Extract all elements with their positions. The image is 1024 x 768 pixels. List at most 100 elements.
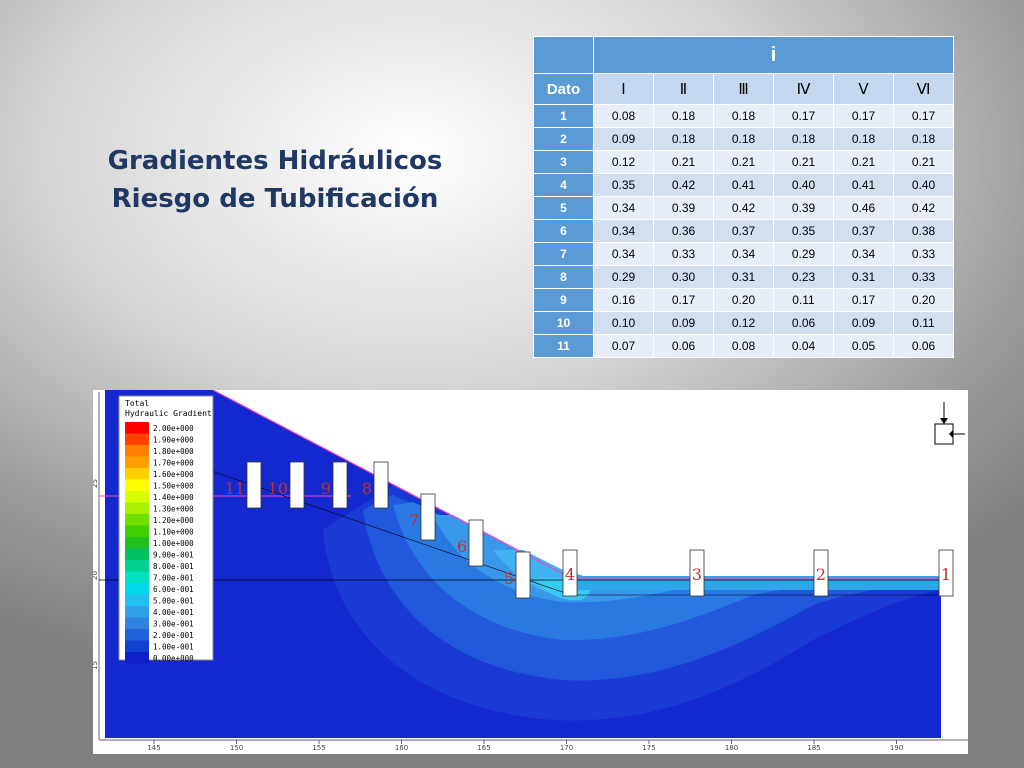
section-marker <box>562 549 578 597</box>
x-tick-label: 185 <box>807 744 820 752</box>
table-cell: 0.46 <box>833 196 894 220</box>
legend-swatch <box>125 525 149 537</box>
section-marker <box>813 549 829 597</box>
section-marker-label: 9 <box>321 479 331 498</box>
table-cell: 0.06 <box>893 334 954 358</box>
table-cell: 0.33 <box>893 242 954 266</box>
table-cell: 0.34 <box>593 242 654 266</box>
table-corner-cell <box>533 36 594 74</box>
table-cell: 0.34 <box>713 242 774 266</box>
table-cell: 0.42 <box>893 196 954 220</box>
legend-title-2: Hydraulic Gradient <box>125 409 212 418</box>
table-row-id: 6 <box>533 219 594 243</box>
table-cell: 0.05 <box>833 334 894 358</box>
table-cell: 0.06 <box>773 311 834 335</box>
table-cell: 0.08 <box>593 104 654 128</box>
table-cell: 0.18 <box>893 127 954 151</box>
table-cell: 0.17 <box>653 288 714 312</box>
legend-swatch <box>125 433 149 445</box>
section-marker-label: 6 <box>457 537 467 556</box>
legend-label: 1.70e+000 <box>153 459 194 468</box>
table-row: 11 0.07 0.06 0.08 0.04 0.05 0.06 <box>533 334 954 358</box>
legend-swatch <box>125 456 149 468</box>
table-cell: 0.16 <box>593 288 654 312</box>
x-tick-label: 180 <box>725 744 738 752</box>
table-group-header-row: i <box>533 36 954 74</box>
table-cell: 0.12 <box>713 311 774 335</box>
title-line-2: Riesgo de Tubificación <box>111 184 439 214</box>
legend-label: 5.00e-001 <box>153 597 194 606</box>
table-row-id: 3 <box>533 150 594 174</box>
legend-label: 2.00e-001 <box>153 631 194 640</box>
x-tick-label: 145 <box>147 744 160 752</box>
table-cell: 0.10 <box>593 311 654 335</box>
table-cell: 0.41 <box>833 173 894 197</box>
y-tick-label: 15 <box>93 661 99 670</box>
table-cell: 0.18 <box>653 127 714 151</box>
legend-label: 1.00e+000 <box>153 539 194 548</box>
table-cell: 0.17 <box>833 104 894 128</box>
section-marker-label: 11 <box>225 479 245 498</box>
x-tick-label: 150 <box>230 744 243 752</box>
table-cell: 0.34 <box>593 196 654 220</box>
section-marker <box>938 549 954 597</box>
table-cell: 0.40 <box>893 173 954 197</box>
table-cell: 0.35 <box>593 173 654 197</box>
legend-swatch <box>125 571 149 583</box>
table-column-header-row: Dato Ⅰ Ⅱ Ⅲ Ⅳ Ⅴ Ⅵ <box>533 73 954 105</box>
x-tick-label: 155 <box>312 744 325 752</box>
section-marker-label: 4 <box>565 565 575 584</box>
legend-label: 1.80e+000 <box>153 447 194 456</box>
table-dato-header: Dato <box>533 73 594 105</box>
table-body: 1 0.08 0.18 0.18 0.17 0.17 0.17 2 0.09 0.18 0.18 0.… <box>533 104 954 358</box>
table-cell: 0.17 <box>833 288 894 312</box>
table-col-header: Ⅳ <box>773 73 834 105</box>
plot-svg: 145 150 155 160 165 170 175 180 185 190 1 9 5 25 20 15… <box>91 389 986 754</box>
table-cell: 0.21 <box>893 150 954 174</box>
legend-swatch <box>125 560 149 572</box>
legend-swatch <box>125 548 149 560</box>
table-cell: 0.21 <box>713 150 774 174</box>
table-cell: 0.07 <box>593 334 654 358</box>
table-cell: 0.36 <box>653 219 714 243</box>
table-col-header: Ⅵ <box>893 73 954 105</box>
table-row: 7 0.34 0.33 0.34 0.29 0.34 0.33 <box>533 242 954 266</box>
section-marker-label: 10 <box>268 479 288 498</box>
table-cell: 0.35 <box>773 219 834 243</box>
legend-title-1: Total <box>125 399 149 408</box>
table-cell: 0.34 <box>833 242 894 266</box>
legend-swatch <box>125 629 149 641</box>
x-tick-label: 170 <box>560 744 573 752</box>
legend-label: 3.00e-001 <box>153 620 194 629</box>
legend-label: 0.00e+000 <box>153 654 194 663</box>
section-marker-label: 2 <box>816 565 826 584</box>
table-group-header: i <box>593 36 954 74</box>
table-cell: 0.20 <box>893 288 954 312</box>
table-cell: 0.29 <box>773 242 834 266</box>
legend-swatch <box>125 652 149 664</box>
table-row-id: 4 <box>533 173 594 197</box>
legend-label: 6.00e-001 <box>153 585 194 594</box>
table-row: 4 0.35 0.42 0.41 0.40 0.41 0.40 <box>533 173 954 197</box>
gradient-zone-3 <box>393 502 941 641</box>
legend-swatch <box>125 583 149 595</box>
legend-label: 4.00e-001 <box>153 608 194 617</box>
table-row: 5 0.34 0.39 0.42 0.39 0.46 0.42 <box>533 196 954 220</box>
table-cell: 0.21 <box>773 150 834 174</box>
x-tick-label: 165 <box>477 744 490 752</box>
table-row-id: 8 <box>533 265 594 289</box>
table-row-id: 2 <box>533 127 594 151</box>
boundary-condition-icon <box>934 402 965 445</box>
legend-swatch <box>125 594 149 606</box>
table-cell: 0.18 <box>713 104 774 128</box>
legend-swatch <box>125 468 149 480</box>
title-line-1: Gradientes Hidráulicos <box>107 146 443 176</box>
table-cell: 0.33 <box>893 265 954 289</box>
table-cell: 0.21 <box>833 150 894 174</box>
table-col-header: Ⅰ <box>593 73 654 105</box>
legend: Total Hydraulic Gradient 2.00e+000 1.90e+… <box>118 395 214 664</box>
table-cell: 0.09 <box>593 127 654 151</box>
table-cell: 0.21 <box>653 150 714 174</box>
legend-swatch <box>125 640 149 652</box>
section-marker <box>689 549 705 597</box>
